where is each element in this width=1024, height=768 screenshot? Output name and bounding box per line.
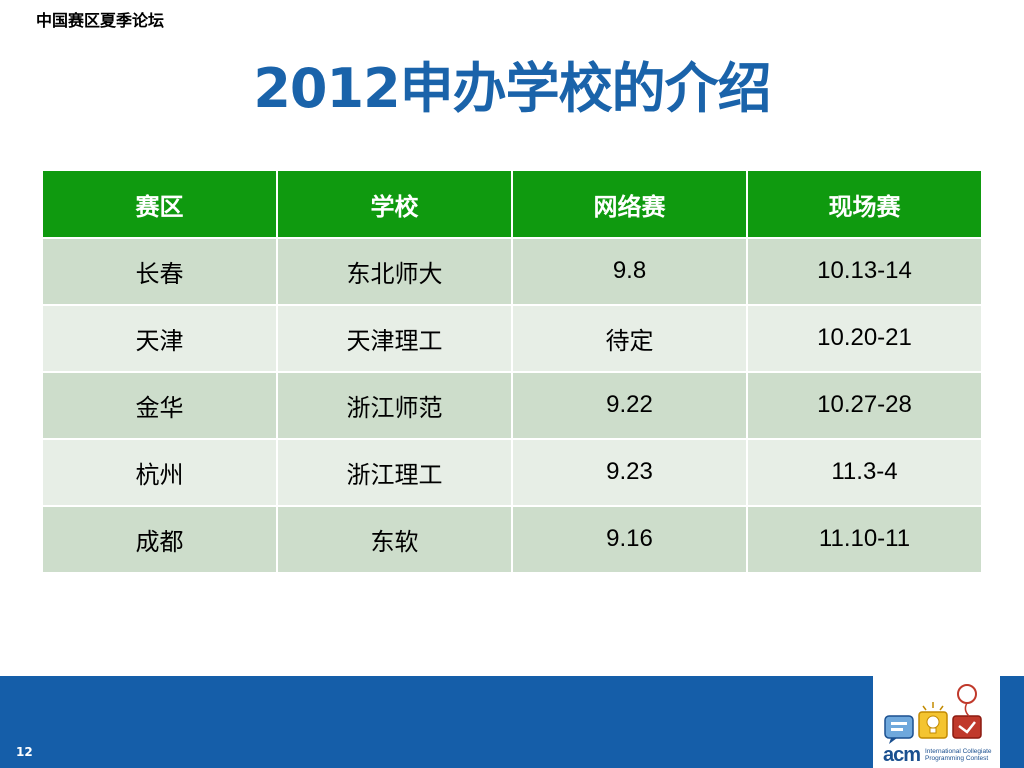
online-date-cell: 待定 bbox=[511, 304, 748, 373]
table-header-row: 赛区 学校 网络赛 现场赛 bbox=[41, 169, 983, 239]
table-row: 金华 浙江师范 9.22 10.27-28 bbox=[41, 371, 983, 440]
icpc-logo-icon bbox=[884, 684, 982, 744]
page-number: 12 bbox=[16, 745, 33, 759]
school-cell: 浙江师范 bbox=[276, 371, 513, 440]
school-cell: 天津理工 bbox=[276, 304, 513, 373]
table-row: 成都 东软 9.16 11.10-11 bbox=[41, 505, 983, 574]
forum-name: 中国赛区夏季论坛 bbox=[36, 11, 165, 30]
onsite-date-cell: 10.20-21 bbox=[746, 304, 983, 373]
icpc-logo-subtitle-line1: International Collegiate bbox=[925, 748, 992, 755]
school-cell: 东北师大 bbox=[276, 237, 513, 306]
icpc-logo-subtitle-line2: Programming Contest bbox=[925, 755, 989, 762]
school-cell: 浙江理工 bbox=[276, 438, 513, 507]
online-date-cell: 9.16 bbox=[511, 505, 748, 574]
icpc-logo: acm International Collegiate Programming… bbox=[873, 676, 1000, 768]
column-header-school: 学校 bbox=[276, 169, 513, 239]
online-date-cell: 9.22 bbox=[511, 371, 748, 440]
acm-logo-text: acm bbox=[883, 744, 921, 766]
school-cell: 东软 bbox=[276, 505, 513, 574]
schedule-table: 赛区 学校 网络赛 现场赛 长春 东北师大 9.8 10.13-14 天津 天津… bbox=[41, 169, 983, 574]
onsite-date-cell: 10.27-28 bbox=[746, 371, 983, 440]
icpc-logo-subtitle: International Collegiate Programming Con… bbox=[925, 748, 997, 762]
region-cell: 杭州 bbox=[41, 438, 278, 507]
column-header-online: 网络赛 bbox=[511, 169, 748, 239]
onsite-date-cell: 10.13-14 bbox=[746, 237, 983, 306]
table-row: 杭州 浙江理工 9.23 11.3-4 bbox=[41, 438, 983, 507]
table-row: 天津 天津理工 待定 10.20-21 bbox=[41, 304, 983, 373]
online-date-cell: 9.8 bbox=[511, 237, 748, 306]
region-cell: 金华 bbox=[41, 371, 278, 440]
onsite-date-cell: 11.10-11 bbox=[746, 505, 983, 574]
region-cell: 长春 bbox=[41, 237, 278, 306]
online-date-cell: 9.23 bbox=[511, 438, 748, 507]
onsite-date-cell: 11.3-4 bbox=[746, 438, 983, 507]
region-cell: 成都 bbox=[41, 505, 278, 574]
table-row: 长春 东北师大 9.8 10.13-14 bbox=[41, 237, 983, 306]
footer-bar bbox=[0, 676, 1024, 768]
column-header-onsite: 现场赛 bbox=[746, 169, 983, 239]
slide-title: 2012申办学校的介绍 bbox=[253, 57, 771, 120]
region-cell: 天津 bbox=[41, 304, 278, 373]
column-header-region: 赛区 bbox=[41, 169, 278, 239]
